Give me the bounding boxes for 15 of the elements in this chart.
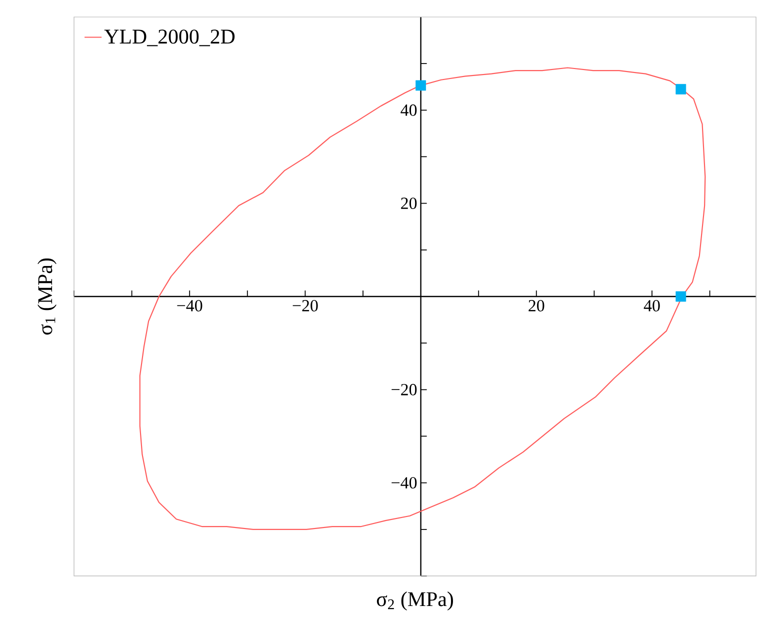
y-tick-label: −20 bbox=[392, 384, 417, 396]
y-axis-title: σ$_{1}$ (MPa) bbox=[38, 258, 56, 335]
x-tick-label: −20 bbox=[292, 300, 318, 312]
point bbox=[676, 291, 686, 302]
y-tick-label: 20 bbox=[401, 198, 417, 210]
point bbox=[416, 80, 426, 91]
line-series bbox=[139, 67, 706, 530]
point bbox=[676, 84, 686, 94]
legend-label: YLD_2000_2D bbox=[104, 30, 235, 46]
y-tick-label: 40 bbox=[400, 104, 417, 116]
x-axis-title: σ$_{2}$ (MPa) bbox=[376, 592, 453, 610]
y-tick-label: −40 bbox=[392, 477, 417, 489]
x-tick-label: −40 bbox=[177, 300, 202, 312]
x-tick-label: 20 bbox=[528, 300, 544, 312]
x-tick-label: 40 bbox=[644, 300, 660, 312]
